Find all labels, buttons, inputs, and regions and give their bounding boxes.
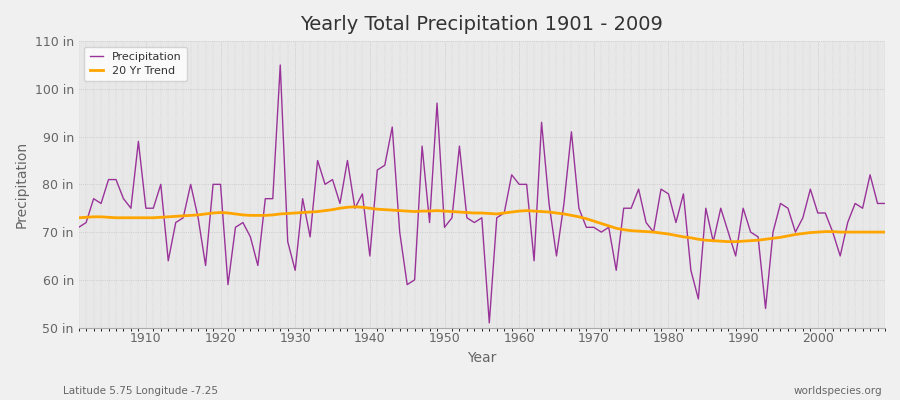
Precipitation: [521, 182, 532, 187]
Precipitation: [274, 62, 285, 67]
Precipitation: [133, 139, 144, 144]
20 Yr Trend: [879, 230, 890, 234]
20 Yr Trend: [297, 210, 308, 215]
20 Yr Trend: [611, 226, 622, 231]
Title: Yearly Total Precipitation 1901 - 2009: Yearly Total Precipitation 1901 - 2009: [301, 15, 663, 34]
Precipitation: [305, 234, 316, 239]
Text: Latitude 5.75 Longitude -7.25: Latitude 5.75 Longitude -7.25: [63, 386, 218, 396]
Y-axis label: Precipitation: Precipitation: [15, 141, 29, 228]
20 Yr Trend: [133, 215, 144, 220]
20 Yr Trend: [73, 215, 84, 220]
Precipitation: [618, 206, 629, 211]
Precipitation: [879, 201, 890, 206]
X-axis label: Year: Year: [467, 351, 497, 365]
Precipitation: [528, 258, 539, 263]
Precipitation: [73, 225, 84, 230]
Line: 20 Yr Trend: 20 Yr Trend: [78, 207, 885, 242]
20 Yr Trend: [342, 205, 353, 210]
20 Yr Trend: [723, 239, 734, 244]
20 Yr Trend: [521, 208, 532, 213]
Text: worldspecies.org: worldspecies.org: [794, 386, 882, 396]
Precipitation: [484, 320, 495, 325]
Precipitation: [349, 206, 360, 211]
Line: Precipitation: Precipitation: [78, 65, 885, 323]
Legend: Precipitation, 20 Yr Trend: Precipitation, 20 Yr Trend: [85, 47, 187, 81]
20 Yr Trend: [349, 204, 360, 209]
20 Yr Trend: [514, 209, 525, 214]
